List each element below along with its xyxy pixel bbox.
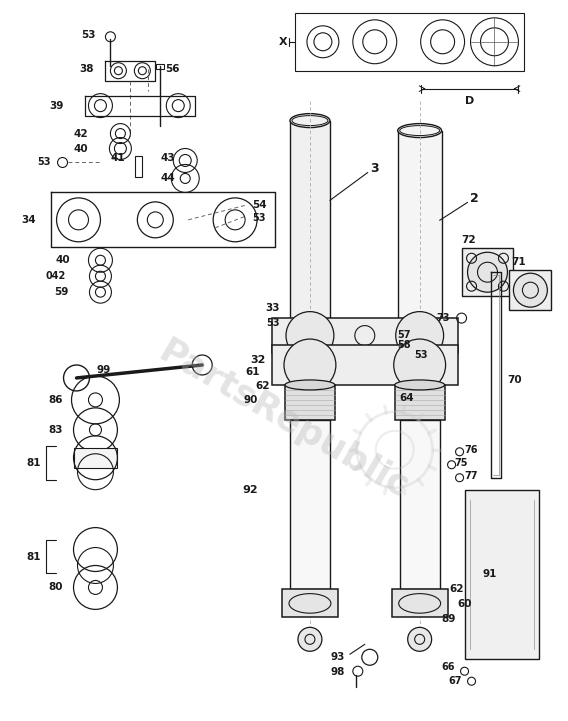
Text: 53: 53 [81, 30, 95, 40]
Circle shape [513, 273, 548, 307]
Bar [156, 63, 164, 68]
Text: 53: 53 [252, 213, 266, 224]
Text: 72: 72 [462, 235, 476, 245]
Text: 54: 54 [252, 200, 267, 211]
Text: 042: 042 [45, 271, 65, 281]
Text: 99: 99 [96, 365, 110, 375]
Text: X: X [278, 37, 287, 47]
Text: 58: 58 [398, 340, 411, 350]
Bar [290, 420, 330, 590]
Bar [462, 248, 513, 296]
Bar [272, 345, 458, 385]
Text: 38: 38 [79, 63, 94, 74]
Text: 62: 62 [256, 381, 270, 391]
Text: 64: 64 [400, 393, 414, 403]
Text: 89: 89 [441, 614, 456, 624]
Text: 92: 92 [243, 485, 258, 495]
Text: 75: 75 [454, 458, 468, 468]
Bar [465, 490, 540, 659]
Ellipse shape [400, 125, 440, 136]
Text: 71: 71 [511, 257, 526, 267]
Text: PartsRepublic: PartsRepublic [153, 335, 415, 505]
Text: 67: 67 [448, 676, 462, 686]
Text: 53: 53 [37, 157, 51, 167]
Bar [272, 318, 458, 353]
Text: 81: 81 [26, 458, 40, 468]
Bar [73, 448, 118, 468]
Ellipse shape [285, 380, 335, 390]
Text: 43: 43 [161, 154, 176, 164]
Text: 93: 93 [331, 653, 345, 663]
Text: 32: 32 [250, 355, 265, 365]
Circle shape [284, 339, 336, 391]
Text: 56: 56 [165, 63, 180, 74]
Text: D: D [465, 96, 474, 106]
Text: 57: 57 [398, 330, 411, 340]
Text: 73: 73 [436, 313, 450, 323]
Text: 76: 76 [465, 445, 478, 455]
Bar [295, 13, 524, 71]
Bar [395, 385, 445, 420]
Bar [392, 590, 448, 617]
Ellipse shape [292, 115, 328, 125]
Ellipse shape [395, 380, 445, 390]
Text: 3: 3 [370, 162, 378, 175]
Text: 39: 39 [49, 101, 64, 110]
Ellipse shape [290, 114, 330, 128]
Text: 40: 40 [56, 255, 70, 265]
Text: 2: 2 [470, 192, 478, 205]
Text: 33: 33 [265, 303, 280, 313]
Circle shape [298, 627, 322, 651]
Text: 34: 34 [21, 215, 36, 225]
Text: 41: 41 [111, 154, 126, 164]
Text: 66: 66 [441, 663, 454, 672]
Text: 70: 70 [507, 375, 522, 385]
Text: 86: 86 [48, 395, 62, 405]
Text: 61: 61 [245, 367, 260, 377]
Bar [400, 420, 440, 590]
Text: 62: 62 [450, 585, 464, 594]
Bar [290, 120, 330, 330]
Bar [282, 590, 338, 617]
Bar [509, 270, 552, 310]
Text: 44: 44 [161, 174, 176, 183]
Text: 81: 81 [26, 552, 40, 562]
Ellipse shape [398, 123, 441, 138]
Text: 83: 83 [48, 425, 62, 435]
Text: 40: 40 [74, 143, 89, 154]
Text: 80: 80 [48, 583, 62, 593]
Circle shape [408, 627, 432, 651]
Text: 77: 77 [465, 471, 478, 481]
Circle shape [467, 252, 507, 292]
Text: 53: 53 [266, 318, 280, 328]
Text: 90: 90 [244, 395, 258, 405]
Circle shape [396, 311, 444, 360]
Text: 42: 42 [74, 128, 89, 138]
Circle shape [286, 311, 334, 360]
Text: 98: 98 [331, 667, 345, 677]
Bar [398, 131, 441, 330]
Bar [135, 156, 143, 177]
Text: 53: 53 [415, 350, 428, 360]
Bar [285, 385, 335, 420]
Text: 60: 60 [458, 599, 472, 609]
Text: 59: 59 [54, 287, 69, 297]
Circle shape [394, 339, 446, 391]
Text: 91: 91 [482, 570, 496, 580]
